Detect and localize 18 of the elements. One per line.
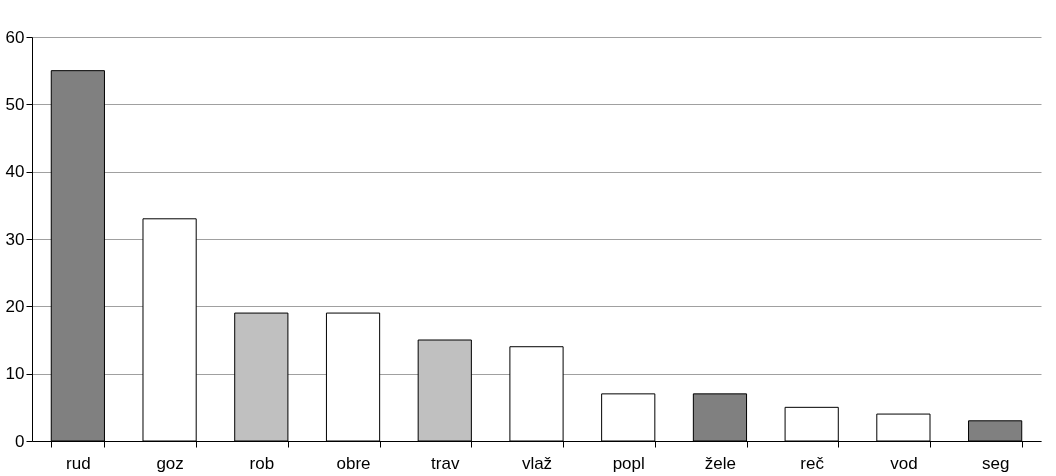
y-tick-label: 30	[5, 229, 25, 249]
y-tick-label: 20	[5, 296, 25, 316]
x-tick-label: vod	[890, 453, 918, 473]
y-tick-label: 0	[15, 431, 25, 451]
y-tick-label: 10	[5, 364, 25, 384]
y-tick-label: 50	[5, 94, 25, 114]
y-tick-label: 40	[5, 162, 25, 182]
x-tick-label: obre	[336, 453, 371, 473]
y-tick-label: 60	[5, 27, 25, 47]
x-tick-label: rob	[249, 453, 275, 473]
x-tick-label: trav	[431, 453, 460, 473]
x-tick-label: goz	[156, 453, 184, 473]
x-tick-label: žele	[704, 453, 737, 473]
x-tick-label: vlaž	[521, 453, 553, 473]
x-tick-label: rud	[66, 453, 91, 473]
x-tick-label: seg	[981, 453, 1010, 473]
x-tick-label: reč	[800, 453, 825, 473]
x-tick-label: popl	[612, 453, 645, 473]
